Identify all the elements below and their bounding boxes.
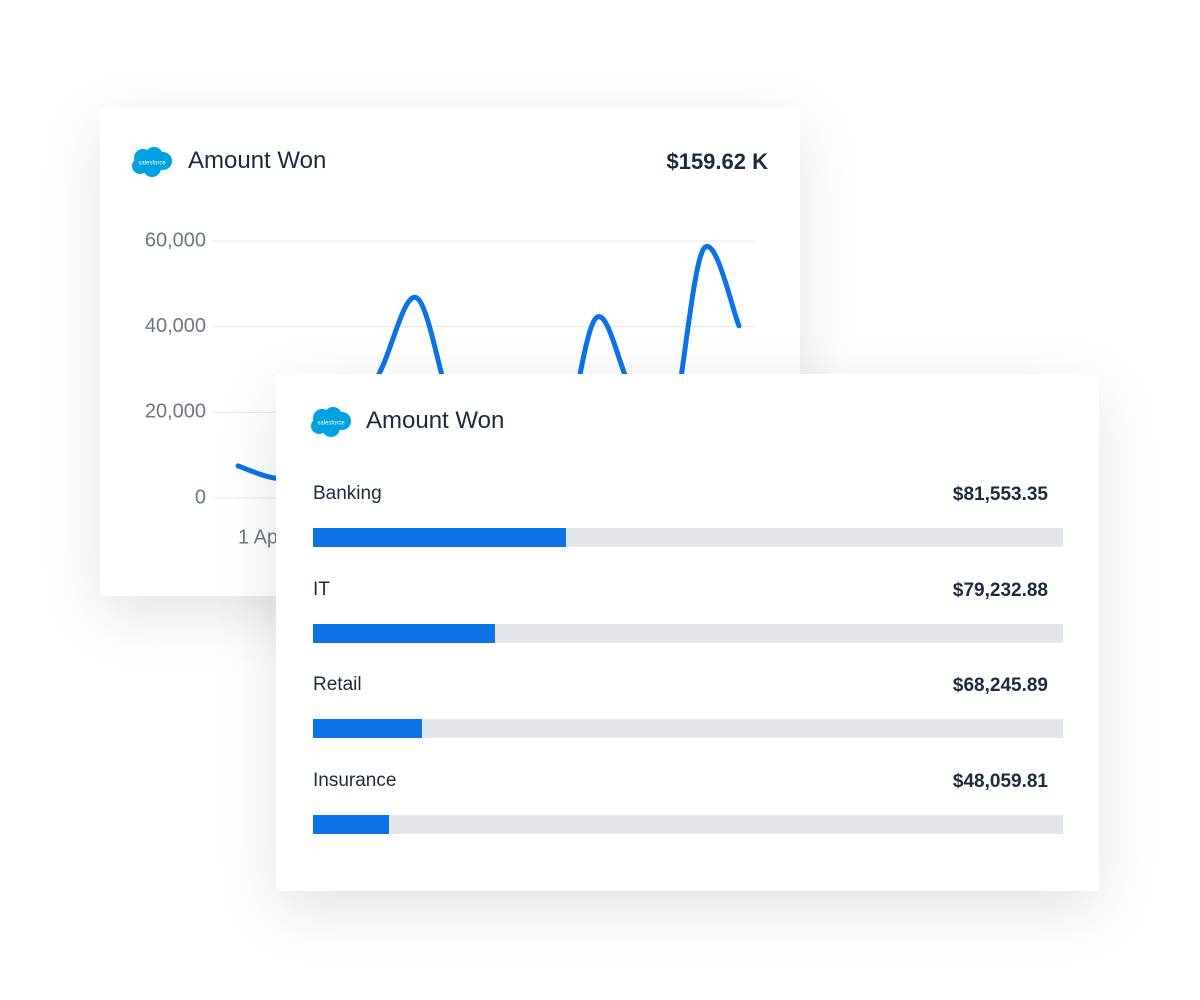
bars-card: salesforce Amount Won Banking $81,553.35 I… (276, 374, 1099, 891)
brand-text: salesforce (138, 161, 166, 167)
total-value: $159.62 K (666, 149, 768, 174)
card-title: Amount Won (366, 407, 505, 434)
bar (313, 719, 422, 738)
y-tick-label: 20,000 (145, 401, 206, 423)
x-tick-label: 1 Apr (238, 526, 285, 548)
bar-track (313, 623, 1063, 643)
row-amount: $79,232.88 (952, 579, 1048, 601)
salesforce-logo: salesforce (132, 147, 172, 177)
y-tick-label: 40,000 (145, 315, 206, 337)
row-amount: $48,059.81 (952, 770, 1048, 792)
bar-track (313, 528, 1063, 547)
bar-track (313, 719, 1063, 738)
row-label: IT (313, 578, 330, 600)
card-title: Amount Won (188, 147, 327, 174)
bar (313, 623, 496, 643)
row-label: Insurance (313, 769, 397, 791)
salesforce-logo: salesforce (311, 407, 351, 437)
bar (313, 528, 566, 547)
brand-text: salesforce (317, 421, 345, 427)
row-label: Retail (313, 674, 362, 695)
row-label: Banking (313, 483, 382, 504)
y-tick-label: 60,000 (145, 229, 206, 251)
row-amount: $68,245.89 (952, 675, 1048, 696)
row-amount: $81,553.35 (952, 484, 1048, 505)
bar (313, 814, 389, 834)
y-tick-label: 0 (195, 486, 206, 508)
bar-track (313, 814, 1063, 834)
